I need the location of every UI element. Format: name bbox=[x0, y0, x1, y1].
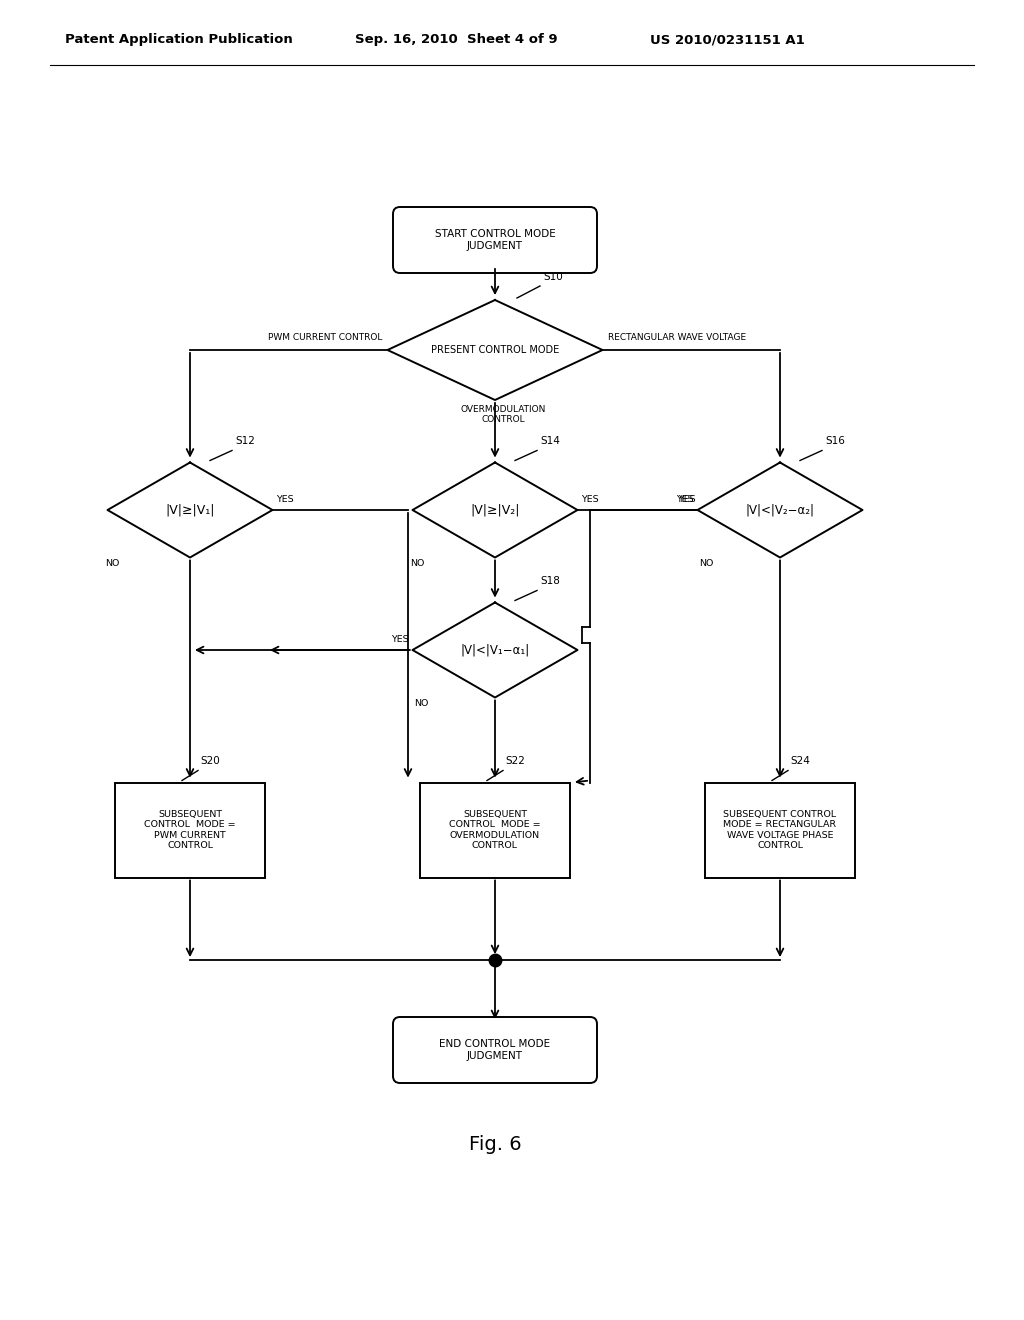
Text: YES: YES bbox=[678, 495, 695, 504]
Text: YES: YES bbox=[391, 635, 409, 644]
Polygon shape bbox=[697, 462, 862, 557]
Text: |V|<|V₂−α₂|: |V|<|V₂−α₂| bbox=[745, 503, 814, 516]
Text: Patent Application Publication: Patent Application Publication bbox=[65, 33, 293, 46]
Text: S12: S12 bbox=[234, 437, 255, 446]
Text: YES: YES bbox=[676, 495, 693, 504]
Text: S24: S24 bbox=[790, 756, 810, 767]
Text: START CONTROL MODE
JUDGMENT: START CONTROL MODE JUDGMENT bbox=[434, 230, 555, 251]
Text: |V|<|V₁−α₁|: |V|<|V₁−α₁| bbox=[461, 644, 529, 656]
Polygon shape bbox=[413, 462, 578, 557]
Polygon shape bbox=[108, 462, 272, 557]
Text: |V|≥|V₂|: |V|≥|V₂| bbox=[470, 503, 520, 516]
Text: S16: S16 bbox=[825, 437, 845, 446]
Text: S22: S22 bbox=[505, 756, 525, 767]
Polygon shape bbox=[387, 300, 602, 400]
Text: S10: S10 bbox=[543, 272, 563, 282]
Text: RECTANGULAR WAVE VOLTAGE: RECTANGULAR WAVE VOLTAGE bbox=[607, 333, 745, 342]
Text: YES: YES bbox=[582, 495, 599, 504]
Text: US 2010/0231151 A1: US 2010/0231151 A1 bbox=[650, 33, 805, 46]
Text: SUBSEQUENT CONTROL
MODE = RECTANGULAR
WAVE VOLTAGE PHASE
CONTROL: SUBSEQUENT CONTROL MODE = RECTANGULAR WA… bbox=[723, 810, 837, 850]
Text: S20: S20 bbox=[200, 756, 220, 767]
Bar bbox=[705, 783, 855, 878]
Text: NO: NO bbox=[105, 560, 120, 569]
Text: |V|≥|V₁|: |V|≥|V₁| bbox=[165, 503, 215, 516]
Text: S18: S18 bbox=[540, 577, 560, 586]
Text: NO: NO bbox=[415, 700, 429, 709]
FancyBboxPatch shape bbox=[393, 207, 597, 273]
Text: S14: S14 bbox=[540, 437, 560, 446]
Text: PRESENT CONTROL MODE: PRESENT CONTROL MODE bbox=[431, 345, 559, 355]
Text: END CONTROL MODE
JUDGMENT: END CONTROL MODE JUDGMENT bbox=[439, 1039, 551, 1061]
Text: SUBSEQUENT
CONTROL  MODE =
OVERMODULATION
CONTROL: SUBSEQUENT CONTROL MODE = OVERMODULATION… bbox=[450, 810, 541, 850]
Text: PWM CURRENT CONTROL: PWM CURRENT CONTROL bbox=[268, 333, 383, 342]
Text: NO: NO bbox=[699, 560, 714, 569]
Text: YES: YES bbox=[276, 495, 294, 504]
Text: Sep. 16, 2010  Sheet 4 of 9: Sep. 16, 2010 Sheet 4 of 9 bbox=[355, 33, 558, 46]
Bar bbox=[420, 783, 570, 878]
Bar bbox=[115, 783, 265, 878]
Text: OVERMODULATION
CONTROL: OVERMODULATION CONTROL bbox=[461, 405, 546, 425]
Polygon shape bbox=[413, 602, 578, 697]
Text: NO: NO bbox=[411, 560, 425, 569]
FancyBboxPatch shape bbox=[393, 1016, 597, 1082]
Text: Fig. 6: Fig. 6 bbox=[469, 1135, 521, 1155]
Text: SUBSEQUENT
CONTROL  MODE =
PWM CURRENT
CONTROL: SUBSEQUENT CONTROL MODE = PWM CURRENT CO… bbox=[144, 810, 236, 850]
